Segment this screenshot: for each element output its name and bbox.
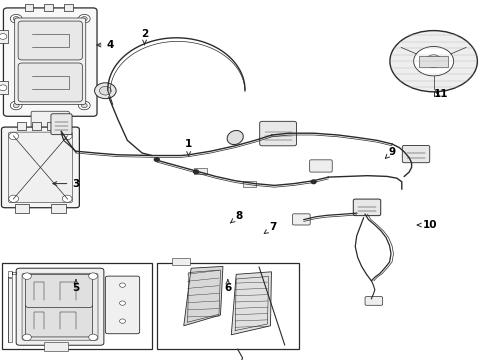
Text: 2: 2 bbox=[141, 29, 148, 45]
FancyBboxPatch shape bbox=[51, 114, 72, 135]
Bar bbox=[51, 204, 66, 213]
FancyBboxPatch shape bbox=[3, 8, 97, 116]
FancyBboxPatch shape bbox=[25, 304, 93, 337]
FancyBboxPatch shape bbox=[365, 297, 383, 305]
Circle shape bbox=[13, 103, 19, 108]
Text: 10: 10 bbox=[417, 220, 438, 230]
FancyBboxPatch shape bbox=[31, 111, 70, 129]
Circle shape bbox=[154, 158, 159, 161]
Bar bbox=[8, 278, 12, 342]
Bar bbox=[0, 30, 8, 43]
Circle shape bbox=[311, 180, 316, 184]
Circle shape bbox=[0, 33, 7, 39]
Circle shape bbox=[89, 334, 98, 341]
Bar bbox=[24, 4, 33, 11]
Text: 7: 7 bbox=[264, 222, 277, 234]
Circle shape bbox=[414, 46, 454, 76]
Circle shape bbox=[10, 101, 22, 110]
Text: 11: 11 bbox=[434, 89, 448, 99]
Circle shape bbox=[95, 83, 116, 99]
Bar bbox=[47, 122, 55, 130]
Circle shape bbox=[0, 85, 7, 91]
Circle shape bbox=[62, 195, 72, 202]
FancyBboxPatch shape bbox=[22, 273, 98, 340]
Bar bbox=[0, 81, 8, 94]
Text: 3: 3 bbox=[53, 179, 79, 189]
Polygon shape bbox=[184, 266, 223, 326]
Circle shape bbox=[23, 273, 31, 279]
Bar bbox=[194, 168, 207, 174]
Bar bbox=[44, 342, 69, 351]
Bar bbox=[157, 263, 299, 349]
Circle shape bbox=[81, 103, 87, 108]
Circle shape bbox=[78, 101, 90, 110]
Ellipse shape bbox=[227, 130, 244, 145]
Bar bbox=[243, 181, 256, 187]
Bar bbox=[172, 258, 190, 265]
FancyBboxPatch shape bbox=[16, 268, 104, 345]
FancyBboxPatch shape bbox=[18, 21, 82, 60]
FancyBboxPatch shape bbox=[1, 127, 79, 208]
Text: 8: 8 bbox=[230, 211, 243, 223]
Circle shape bbox=[194, 170, 198, 174]
Text: 1: 1 bbox=[185, 139, 192, 156]
Circle shape bbox=[81, 17, 87, 21]
Circle shape bbox=[13, 17, 19, 21]
Text: 9: 9 bbox=[385, 147, 395, 158]
Circle shape bbox=[10, 14, 22, 23]
Circle shape bbox=[9, 195, 19, 202]
FancyBboxPatch shape bbox=[15, 18, 86, 104]
Text: 6: 6 bbox=[224, 280, 231, 293]
Circle shape bbox=[78, 14, 90, 23]
Bar bbox=[2, 263, 152, 349]
FancyBboxPatch shape bbox=[25, 274, 93, 307]
FancyBboxPatch shape bbox=[293, 214, 310, 225]
Bar bbox=[44, 4, 53, 11]
FancyBboxPatch shape bbox=[402, 145, 430, 163]
Text: 4: 4 bbox=[97, 40, 114, 50]
Bar bbox=[17, 122, 26, 130]
Circle shape bbox=[99, 86, 111, 95]
FancyBboxPatch shape bbox=[353, 199, 381, 216]
Ellipse shape bbox=[390, 31, 477, 92]
Bar bbox=[32, 122, 41, 130]
Text: 5: 5 bbox=[73, 280, 79, 293]
Circle shape bbox=[9, 132, 19, 140]
FancyBboxPatch shape bbox=[310, 160, 332, 172]
Bar bbox=[64, 4, 73, 11]
Circle shape bbox=[120, 301, 125, 305]
Bar bbox=[15, 204, 29, 213]
Polygon shape bbox=[231, 272, 271, 335]
Bar bbox=[419, 56, 448, 67]
FancyBboxPatch shape bbox=[260, 121, 296, 146]
FancyBboxPatch shape bbox=[18, 63, 82, 102]
FancyBboxPatch shape bbox=[105, 276, 140, 334]
Circle shape bbox=[62, 132, 72, 140]
Circle shape bbox=[120, 319, 125, 323]
Circle shape bbox=[23, 334, 31, 341]
Circle shape bbox=[120, 283, 125, 287]
Ellipse shape bbox=[426, 55, 441, 68]
Circle shape bbox=[89, 273, 98, 279]
FancyBboxPatch shape bbox=[8, 132, 73, 203]
